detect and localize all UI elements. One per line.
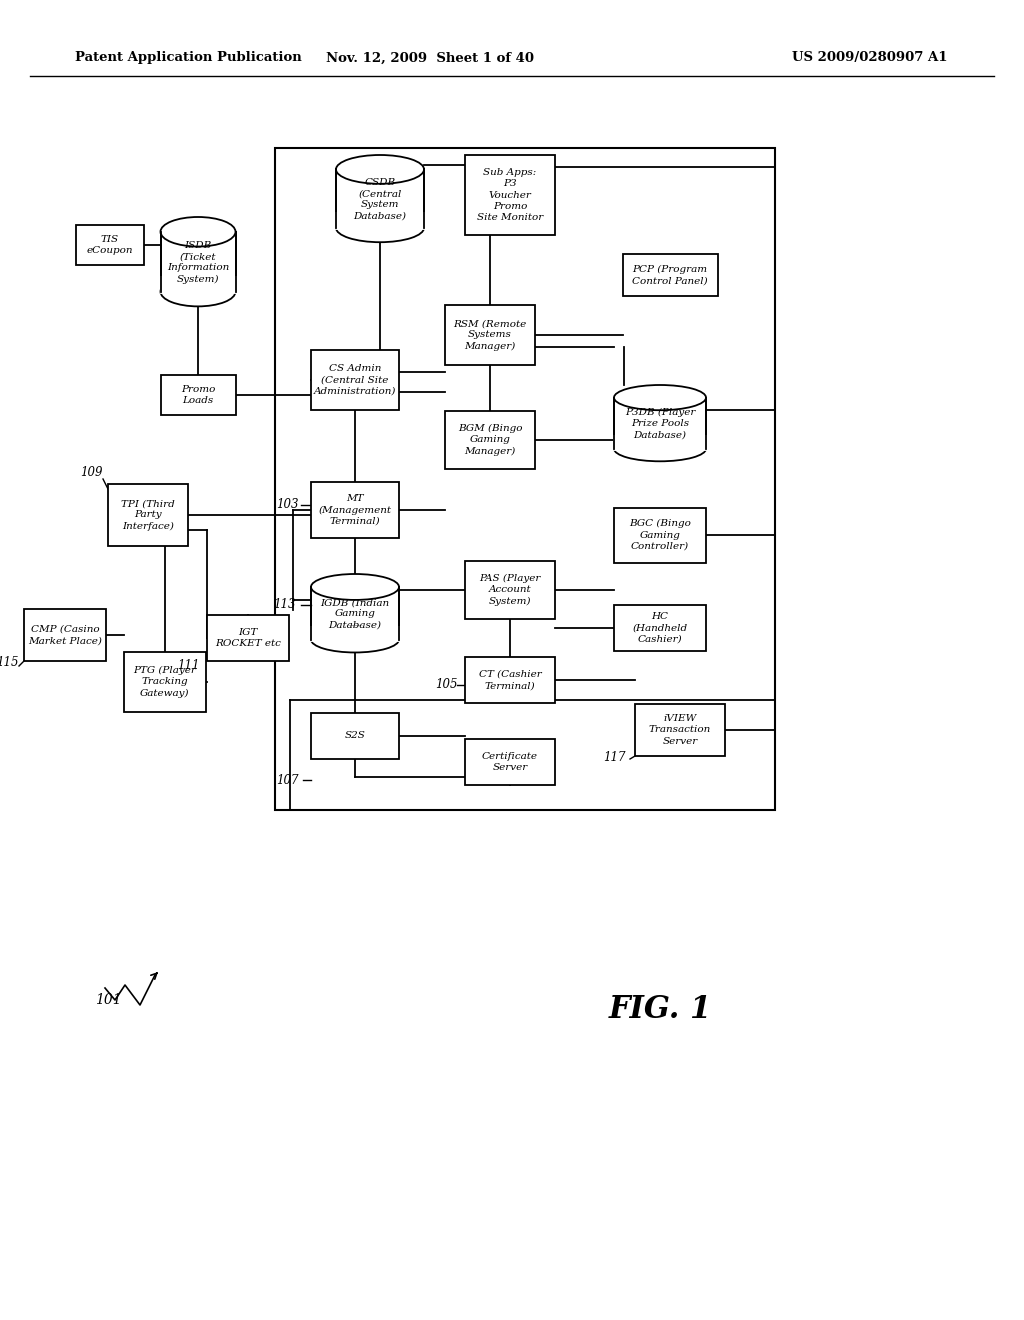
Bar	[124, 652, 206, 711]
Text: BGC (Bingo
Gaming
Controller): BGC (Bingo Gaming Controller)	[629, 519, 691, 550]
Text: PCP (Program
Control Panel): PCP (Program Control Panel)	[632, 265, 708, 285]
Ellipse shape	[161, 216, 236, 247]
Text: 115: 115	[0, 656, 18, 669]
Bar	[311, 482, 399, 539]
Bar	[614, 605, 706, 651]
Text: Sub Apps:
P3
Voucher
Promo
Site Monitor: Sub Apps: P3 Voucher Promo Site Monitor	[477, 168, 543, 222]
Text: 101: 101	[95, 993, 122, 1007]
Bar	[465, 657, 555, 704]
Text: 111: 111	[177, 659, 200, 672]
Text: TIS
eCoupon: TIS eCoupon	[87, 235, 133, 255]
Bar	[614, 507, 706, 562]
Text: IGT
ROCKET etc: IGT ROCKET etc	[215, 628, 281, 648]
Text: TPI (Third
Party
Interface): TPI (Third Party Interface)	[121, 499, 175, 531]
Text: Patent Application Publication: Patent Application Publication	[75, 51, 302, 65]
Text: PAS (Player
Account
System): PAS (Player Account System)	[479, 574, 541, 606]
Bar	[160, 276, 237, 292]
Text: S2S: S2S	[344, 731, 366, 741]
Bar	[310, 626, 400, 639]
Bar	[465, 561, 555, 619]
Text: MT
(Management
Terminal): MT (Management Terminal)	[318, 494, 391, 525]
Text: PTG (Player
Tracking
Gateway): PTG (Player Tracking Gateway)	[133, 667, 197, 698]
Text: US 2009/0280907 A1: US 2009/0280907 A1	[793, 51, 948, 65]
Bar	[623, 253, 718, 296]
Text: 107: 107	[276, 774, 299, 787]
Ellipse shape	[614, 385, 706, 411]
Text: RSM (Remote
Systems
Manager): RSM (Remote Systems Manager)	[454, 319, 526, 351]
Text: Certificate
Server: Certificate Server	[482, 752, 538, 772]
Bar	[311, 350, 399, 411]
Text: 103: 103	[276, 499, 299, 511]
Ellipse shape	[336, 214, 424, 242]
Text: CT (Cashier
Terminal): CT (Cashier Terminal)	[478, 671, 542, 690]
Bar	[445, 305, 535, 366]
Text: Promo
Loads: Promo Loads	[181, 385, 215, 405]
Text: FIG. 1: FIG. 1	[608, 994, 712, 1026]
Text: 113: 113	[273, 598, 296, 611]
Bar	[108, 484, 188, 546]
Ellipse shape	[614, 436, 706, 461]
Bar	[207, 615, 289, 661]
Bar	[335, 213, 425, 228]
Text: Nov. 12, 2009  Sheet 1 of 40: Nov. 12, 2009 Sheet 1 of 40	[326, 51, 534, 65]
Bar	[465, 154, 555, 235]
Bar	[465, 739, 555, 785]
Ellipse shape	[311, 627, 399, 652]
Text: iVIEW
Transaction
Server: iVIEW Transaction Server	[649, 714, 711, 746]
Text: 105: 105	[435, 678, 458, 692]
Text: CS Admin
(Central Site
Administration): CS Admin (Central Site Administration)	[313, 364, 396, 396]
Text: 109: 109	[80, 466, 102, 479]
Bar	[613, 436, 707, 449]
Bar	[275, 148, 775, 810]
Bar	[24, 609, 106, 661]
Ellipse shape	[311, 574, 399, 599]
Bar	[161, 375, 236, 414]
Bar	[635, 704, 725, 756]
Bar	[445, 411, 535, 469]
Text: BGM (Bingo
Gaming
Manager): BGM (Bingo Gaming Manager)	[458, 424, 522, 455]
Text: P3DB (Player
Prize Pools
Database): P3DB (Player Prize Pools Database)	[625, 408, 695, 440]
Text: CSDB
(Central
System
Database): CSDB (Central System Database)	[353, 178, 407, 220]
Text: CMP (Casino
Market Place): CMP (Casino Market Place)	[28, 624, 102, 645]
Text: IGDB (Indian
Gaming
Database): IGDB (Indian Gaming Database)	[321, 598, 389, 630]
Text: ISDB
(Ticket
Information
System): ISDB (Ticket Information System)	[167, 242, 229, 284]
Text: 117: 117	[603, 751, 626, 764]
Text: HC
(Handheld
Cashier): HC (Handheld Cashier)	[633, 612, 687, 644]
Ellipse shape	[161, 277, 236, 306]
Bar	[76, 224, 144, 265]
Bar	[311, 713, 399, 759]
Ellipse shape	[336, 154, 424, 183]
